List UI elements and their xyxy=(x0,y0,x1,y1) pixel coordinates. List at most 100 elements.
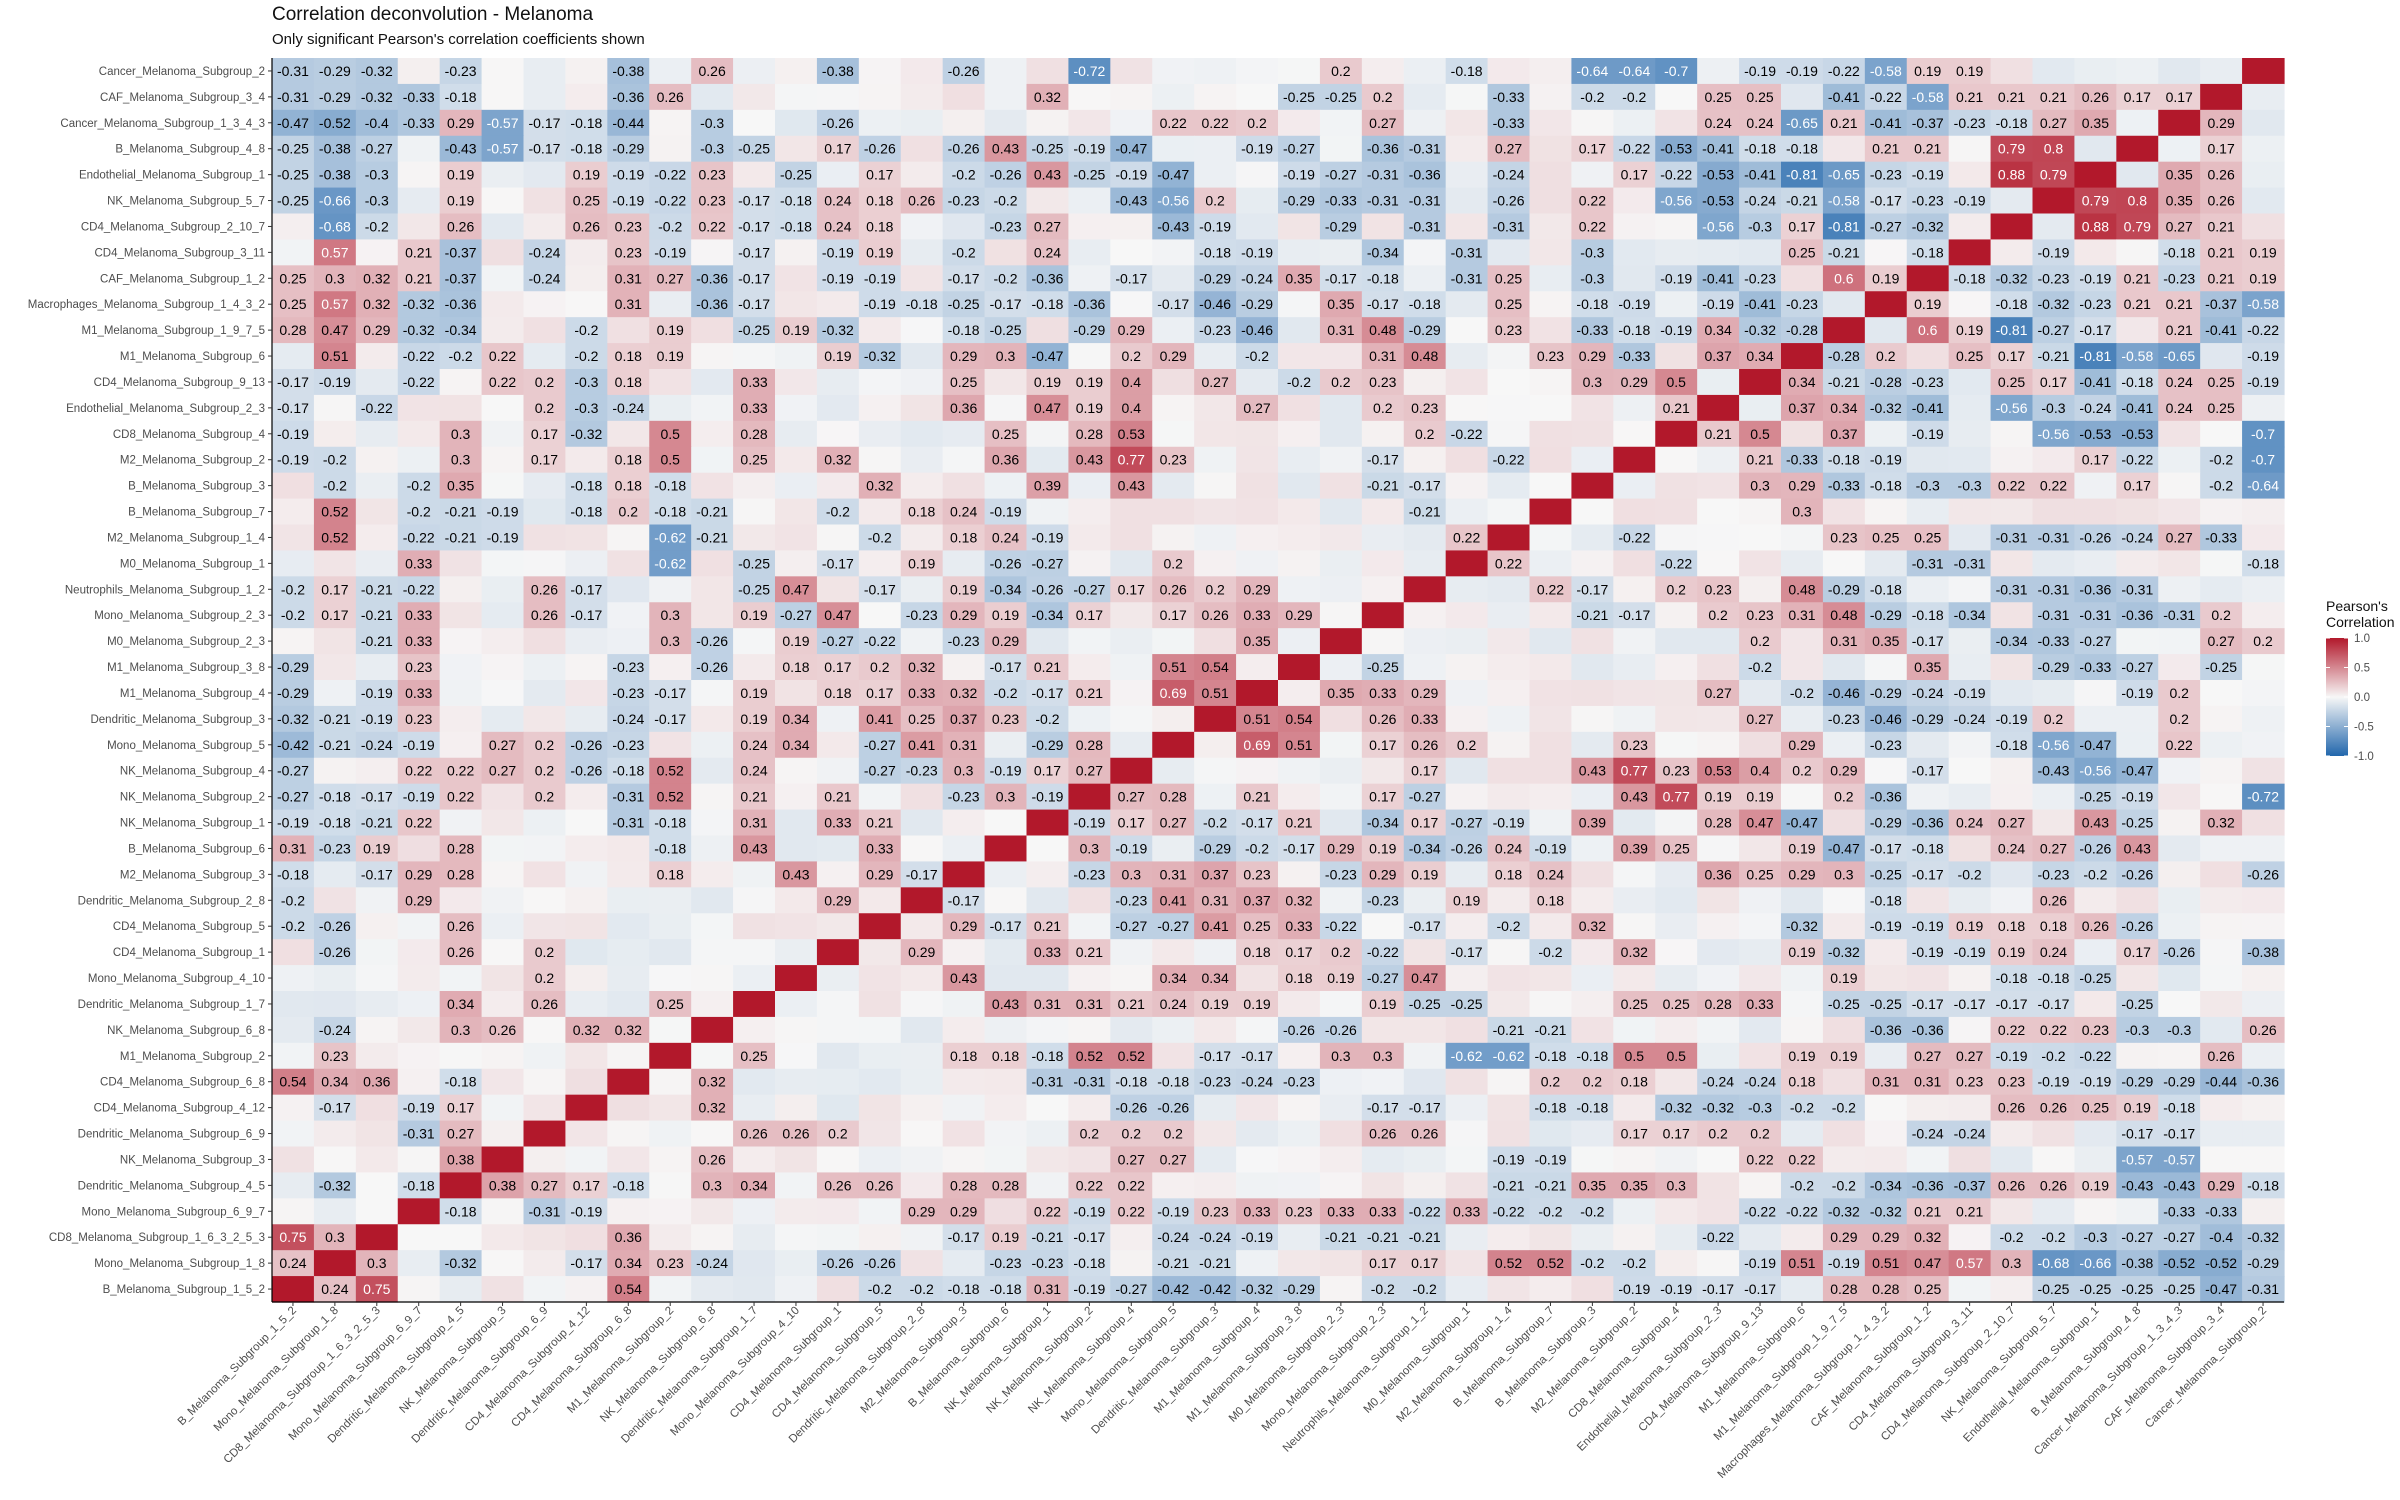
cell-value-label: 0.22 xyxy=(405,763,432,779)
cell-value-label: 0.27 xyxy=(1495,141,1522,157)
cell-value-label: 0.17 xyxy=(866,685,893,701)
cell-value-label: 0.27 xyxy=(2040,115,2067,131)
heatmap-cell xyxy=(1948,498,1992,526)
heatmap-cell xyxy=(691,1198,734,1225)
cell-value-label: 0.2 xyxy=(1415,426,1435,442)
heatmap-cell xyxy=(1697,1172,1740,1199)
cell-value-label: -0.26 xyxy=(822,115,854,131)
heatmap-cell xyxy=(1571,965,1614,992)
cell-value-label: 0.22 xyxy=(1998,478,2025,494)
heatmap-cell xyxy=(1864,161,1908,189)
heatmap-cell xyxy=(439,680,483,707)
cell-value-label: -0.17 xyxy=(319,1100,351,1116)
heatmap-cell xyxy=(1026,1172,1070,1199)
heatmap-cell xyxy=(355,757,399,785)
cell-value-label: -0.53 xyxy=(1660,141,1692,157)
cell-value-label: 0.53 xyxy=(1704,763,1731,779)
cell-value-label: 0.35 xyxy=(1872,633,1899,649)
heatmap-cell xyxy=(1529,991,1573,1018)
cell-value-label: -0.19 xyxy=(864,296,896,312)
heatmap-cell xyxy=(1278,239,1321,266)
cell-value-label: 0.32 xyxy=(363,270,390,286)
cell-value-label: 0.26 xyxy=(908,193,935,209)
heatmap-cell xyxy=(1613,498,1656,526)
cell-value-label: -0.22 xyxy=(1702,1229,1734,1245)
cell-value-label: -0.31 xyxy=(1409,141,1441,157)
heatmap-cell xyxy=(1319,109,1363,137)
cell-value-label: -0.32 xyxy=(864,348,896,364)
heatmap-cell xyxy=(1319,420,1363,448)
cell-value-label: -0.29 xyxy=(2163,1074,2195,1090)
heatmap-cell xyxy=(942,187,986,215)
cell-value-label: -0.17 xyxy=(2121,1126,2153,1142)
heatmap-cell xyxy=(900,628,944,655)
heatmap-cell xyxy=(1445,213,1489,241)
heatmap-cell xyxy=(1361,291,1405,318)
cell-value-label: 0.57 xyxy=(1956,1255,1983,1271)
cell-value-label: 0.19 xyxy=(657,348,684,364)
heatmap-cell xyxy=(1822,135,1866,163)
cell-value-label: 0.17 xyxy=(1034,763,1061,779)
cell-value-label: 0.17 xyxy=(1621,1126,1648,1142)
heatmap-diagonal-cell xyxy=(1948,239,1992,266)
cell-value-label: -0.27 xyxy=(1870,218,1902,234)
cell-value-label: -0.36 xyxy=(1367,141,1399,157)
cell-value-label: 0.25 xyxy=(1663,996,1690,1012)
heatmap-cell xyxy=(1278,861,1321,888)
cell-value-label: 0.24 xyxy=(1956,815,1983,831)
cell-value-label: 0.26 xyxy=(2040,1177,2067,1193)
cell-value-label: -0.19 xyxy=(1912,426,1944,442)
heatmap-cell xyxy=(355,420,399,448)
heatmap-cell xyxy=(649,1198,692,1225)
heatmap-diagonal-cell xyxy=(775,965,818,992)
cell-value-label: 0.26 xyxy=(447,944,474,960)
cell-value-label: -0.29 xyxy=(1409,322,1441,338)
cell-value-label: 0.2 xyxy=(870,659,890,675)
cell-value-label: -0.33 xyxy=(403,115,435,131)
cell-value-label: -0.23 xyxy=(1073,866,1105,882)
cell-value-label: 0.26 xyxy=(2040,1100,2067,1116)
cell-value-label: -0.17 xyxy=(1870,840,1902,856)
heatmap-cell xyxy=(1739,731,1782,759)
heatmap-cell xyxy=(1529,809,1573,837)
cell-value-label: -0.17 xyxy=(1157,296,1189,312)
cell-value-label: -0.2 xyxy=(2209,478,2233,494)
heatmap-cell xyxy=(523,1068,567,1096)
heatmap-cell xyxy=(2242,1198,2285,1225)
heatmap-cell xyxy=(733,265,776,292)
heatmap-cell xyxy=(1361,265,1405,292)
heatmap-cell xyxy=(1278,757,1321,785)
heatmap-cell xyxy=(1319,731,1363,759)
heatmap-cell xyxy=(2158,1042,2201,1070)
y-tick-label: CAF_Melanoma_Subgroup_1_2 xyxy=(100,273,265,285)
cell-value-label: -0.27 xyxy=(277,789,309,805)
heatmap-diagonal-cell xyxy=(1822,317,1866,344)
cell-value-label: 0.2 xyxy=(2044,711,2064,727)
cell-value-label: -0.17 xyxy=(1367,452,1399,468)
cell-value-label: -0.19 xyxy=(1912,918,1944,934)
cell-value-label: 0.2 xyxy=(1331,63,1351,79)
heatmap-diagonal-cell xyxy=(2032,187,2076,215)
heatmap-cell xyxy=(607,265,650,292)
heatmap-cell xyxy=(1278,680,1321,707)
heatmap-cell xyxy=(1236,1094,1279,1122)
heatmap-cell xyxy=(355,213,399,241)
heatmap-cell xyxy=(2158,835,2201,863)
cell-value-label: 0.27 xyxy=(1118,1151,1145,1167)
heatmap-cell xyxy=(1864,1042,1908,1070)
cell-value-label: 0.17 xyxy=(2124,89,2151,105)
heatmap-cell xyxy=(1529,369,1573,396)
cell-value-label: -0.2 xyxy=(407,478,431,494)
heatmap-cell xyxy=(1319,783,1363,811)
cell-value-label: 0.35 xyxy=(447,478,474,494)
heatmap-cell xyxy=(2116,550,2159,577)
cell-value-label: 0.22 xyxy=(1788,1151,1815,1167)
cell-value-label: -0.72 xyxy=(2247,789,2279,805)
cell-value-label: 0.27 xyxy=(1914,1048,1941,1064)
heatmap-cell xyxy=(272,291,315,318)
heatmap-cell xyxy=(2158,991,2201,1018)
cell-value-label: -0.7 xyxy=(2251,452,2275,468)
heatmap-cell xyxy=(649,939,692,966)
heatmap-cell xyxy=(1864,135,1908,163)
cell-value-label: -0.36 xyxy=(1912,815,1944,831)
